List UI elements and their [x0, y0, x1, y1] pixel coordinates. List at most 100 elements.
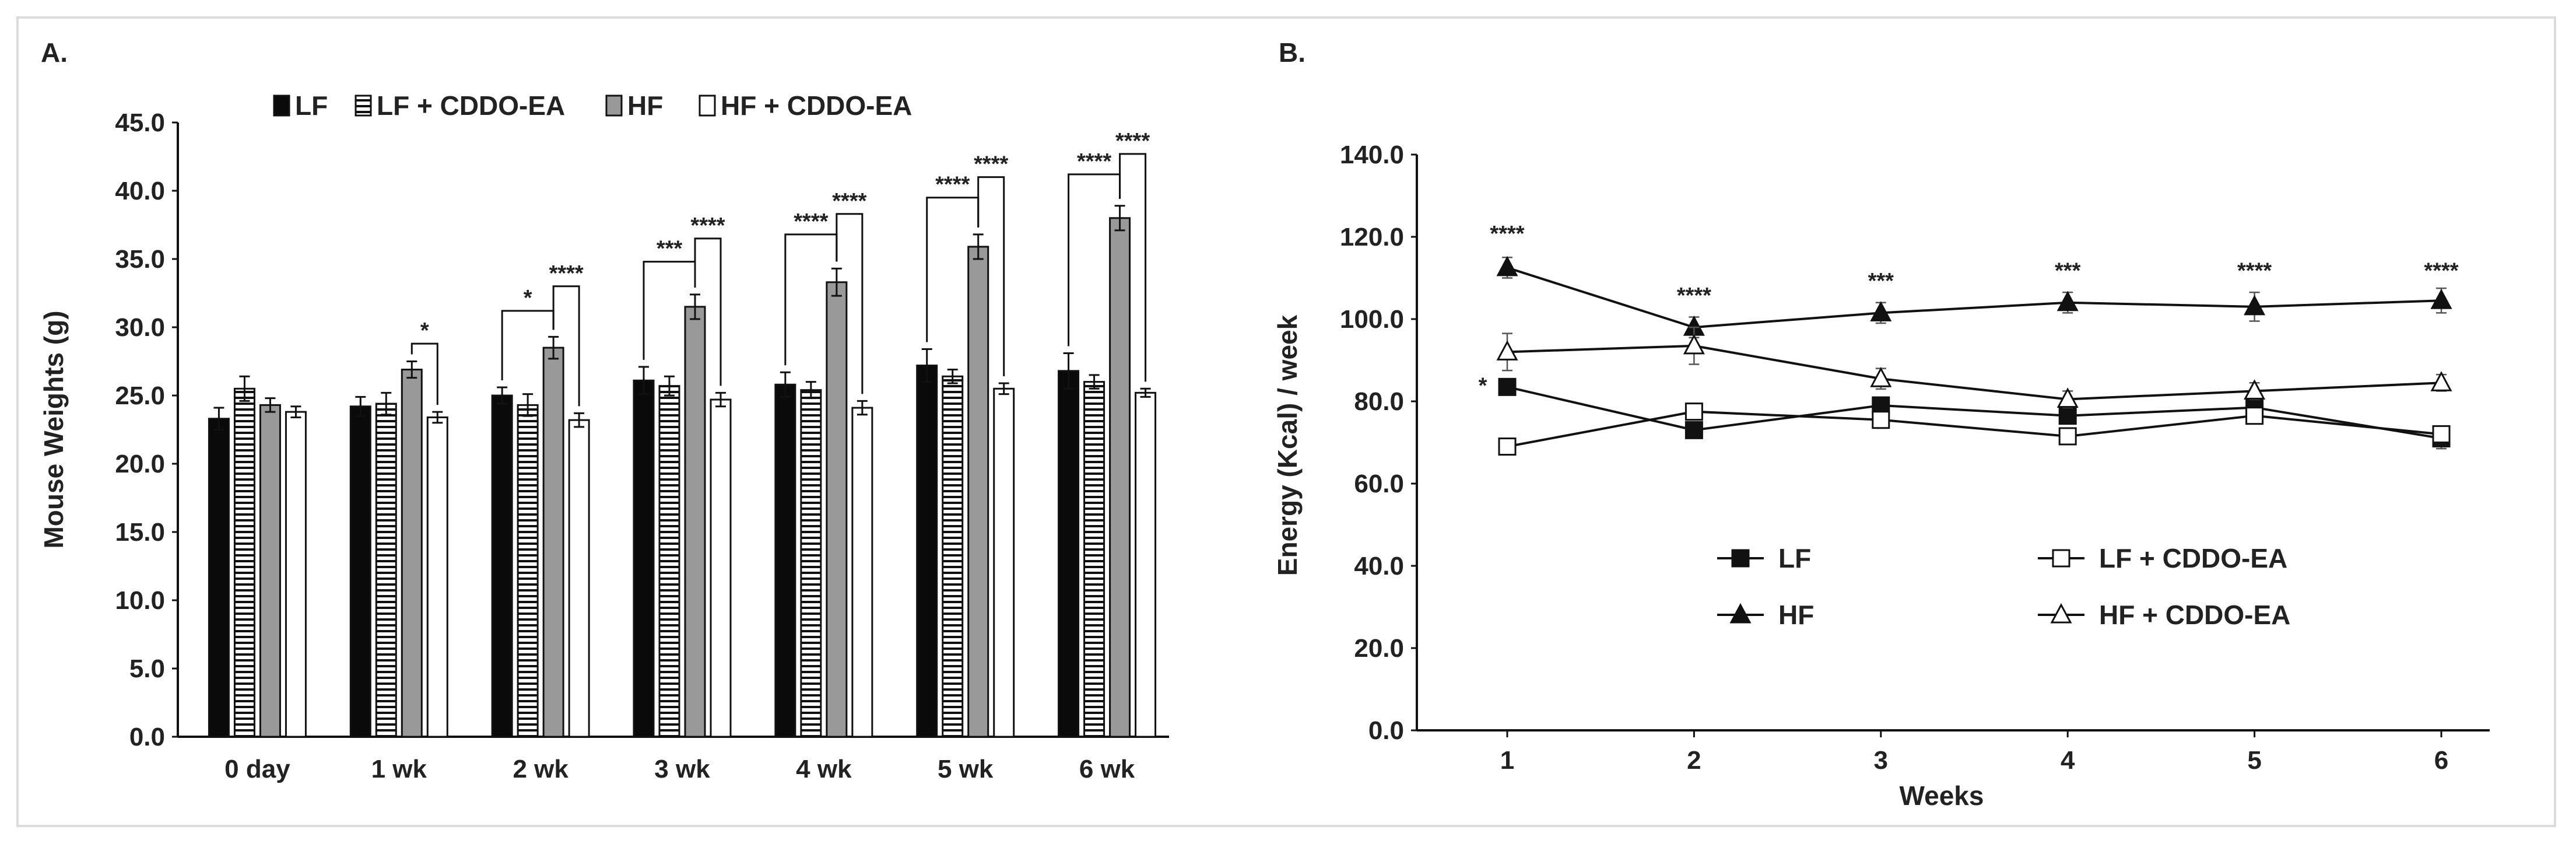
bar-lf-6-wk [1058, 370, 1080, 738]
significance-label: *** [2055, 259, 2081, 284]
bar-hf-cddo-ea-2-wk [568, 419, 590, 738]
significance-label: **** [549, 261, 584, 286]
data-point-hf-cddo-ea-week-1 [1496, 340, 1518, 360]
y-tick-label: 60.0 [1354, 470, 1404, 498]
bar-hf-cddo-ea-1-wk [426, 416, 448, 738]
bar-hf-0-day [259, 404, 281, 738]
legend-label-hf-cddo-ea: HF + CDDO-EA [721, 90, 912, 121]
panel-b-label: B. [1279, 37, 1305, 68]
y-axis-title: Energy (Kcal) / week [1272, 314, 1303, 576]
data-point-hf-cddo-ea-week-4 [2056, 387, 2079, 408]
x-tick-label: 0 day [224, 755, 290, 783]
panel-a-label: A. [41, 37, 68, 68]
significance-label: **** [1490, 222, 1524, 246]
data-point-lf-week-4 [2058, 407, 2077, 425]
series-line-lf-cddo-ea [1507, 410, 2442, 448]
bar-hf-cddo-ea-4-wk [851, 407, 873, 738]
bar-lf-1-wk [349, 405, 371, 738]
bar-lf-0-day [208, 418, 230, 738]
data-point-lf-week-2 [1684, 421, 1703, 439]
bar-lf-cddo-ea-1-wk [375, 402, 397, 738]
bar-lf-4-wk [774, 383, 796, 738]
x-tick-label: 1 [1500, 746, 1514, 775]
bar-hf-2-wk [542, 346, 564, 738]
x-tick-label: 2 [1687, 746, 1701, 775]
y-tick-label: 20.0 [1354, 634, 1404, 663]
data-point-lf-cddo-ea-week-6 [2432, 425, 2451, 443]
legend-marker-hf [1729, 603, 1752, 624]
data-point-lf-cddo-ea-week-5 [2245, 407, 2264, 425]
significance-label: **** [935, 173, 970, 197]
data-point-hf-cddo-ea-week-2 [1683, 334, 1705, 355]
line-chart-energy-intake: 0.0 20.0 40.0 60.0 80.0 100.0 120.0 140.0 1 2 3 4 5 6… [1272, 141, 2490, 811]
significance-label: * [420, 318, 429, 343]
significance-bracket [977, 176, 1005, 376]
y-tick-label: 15.0 [115, 518, 165, 547]
x-tick-label: 4 [2061, 746, 2075, 775]
bar-lf-5-wk [916, 365, 938, 738]
y-tick-label: 40.0 [1354, 552, 1404, 580]
significance-label: **** [1115, 129, 1150, 153]
x-axis-title: Weeks [1900, 780, 1984, 811]
x-tick-label: 3 [1874, 746, 1888, 775]
y-tick-label: 0.0 [1368, 716, 1404, 745]
legend-label-hf-cddo-ea: HF + CDDO-EA [2099, 600, 2290, 630]
y-tick-label: 35.0 [115, 245, 165, 274]
bar-hf-6-wk [1109, 217, 1131, 738]
bar-hf-cddo-ea-5-wk [993, 387, 1015, 738]
series-line-hf-cddo-ea [1507, 344, 2442, 401]
bar-hf-1-wk [401, 369, 423, 738]
bar-lf-cddo-ea-5-wk [942, 375, 964, 738]
significance-label: **** [794, 209, 828, 234]
legend-swatch-lf-cddo-ea [355, 94, 372, 117]
y-tick-label: 30.0 [115, 313, 165, 342]
bar-hf-cddo-ea-3-wk [710, 398, 732, 738]
significance-bracket [836, 213, 864, 394]
data-point-hf-week-6 [2430, 289, 2452, 309]
significance-bracket [410, 342, 438, 405]
y-tick-label: 25.0 [115, 382, 165, 410]
bar-lf-cddo-ea-2-wk [517, 404, 539, 738]
y-tick-label: 120.0 [1340, 223, 1404, 251]
data-point-hf-week-4 [2056, 290, 2079, 312]
series-line-lf [1507, 386, 2442, 440]
significance-bracket [1119, 153, 1147, 382]
significance-label: *** [1868, 269, 1894, 293]
significance-label: **** [2424, 259, 2458, 284]
significance-label: **** [1677, 284, 1711, 308]
data-point-hf-week-5 [2244, 295, 2266, 316]
bar-hf-cddo-ea-0-day [285, 411, 307, 738]
significance-label: *** [657, 237, 683, 261]
data-point-hf-week-3 [1870, 301, 1892, 321]
legend-label-hf: HF [1778, 600, 1814, 630]
series-line-hf [1507, 266, 2442, 329]
x-tick-label: 4 wk [796, 755, 852, 783]
bar-lf-3-wk [633, 379, 655, 738]
bar-lf-cddo-ea-6-wk [1083, 381, 1105, 738]
y-tick-label: 140.0 [1340, 141, 1404, 169]
y-tick-label: 40.0 [115, 177, 165, 205]
y-tick-label: 5.0 [129, 654, 165, 683]
legend-swatch-hf-cddo-ea [699, 94, 716, 117]
data-point-hf-week-1 [1496, 256, 1518, 276]
legend-label-lf-cddo-ea: LF + CDDO-EA [377, 90, 565, 121]
bar-lf-2-wk [491, 394, 513, 738]
bar-hf-cddo-ea-6-wk [1135, 391, 1157, 738]
bar-hf-5-wk [967, 246, 989, 738]
x-tick-label: 2 wk [513, 755, 568, 783]
significance-label: * [524, 286, 532, 310]
legend-label-hf: HF [627, 90, 663, 121]
y-tick-label: 45.0 [115, 108, 165, 137]
data-point-lf-cddo-ea-week-3 [1872, 411, 1890, 429]
legend-swatch-hf [605, 94, 623, 117]
bar-lf-cddo-ea-3-wk [658, 385, 680, 738]
data-point-hf-cddo-ea-week-6 [2430, 371, 2452, 391]
legend-label-lf: LF [1778, 543, 1811, 573]
y-tick-label: 20.0 [115, 450, 165, 478]
data-point-hf-cddo-ea-week-3 [1870, 367, 1892, 387]
data-point-lf-week-1 [1498, 377, 1517, 396]
significance-label: **** [832, 189, 866, 214]
x-tick-label: 1 wk [371, 755, 427, 783]
y-tick-label: 100.0 [1340, 305, 1404, 334]
bar-lf-cddo-ea-0-day [233, 387, 255, 738]
